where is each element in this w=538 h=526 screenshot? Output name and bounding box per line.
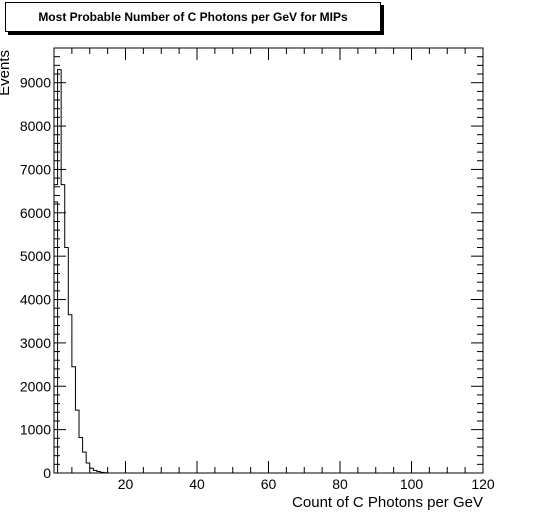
histogram-outline (53, 69, 109, 474)
y-tick-label: 8000 (20, 118, 51, 134)
chart-title: Most Probable Number of C Photons per Ge… (38, 10, 348, 24)
plot-frame (53, 47, 484, 474)
histogram-bin (86, 463, 90, 473)
y-tick-label: 2000 (20, 378, 51, 394)
y-tick-label: 5000 (20, 248, 51, 264)
tick-labels: 20 40 60 80 100 120 0 1000 2000 3000 4000 5000 6000 7… (20, 75, 495, 492)
y-tick-label: 4000 (20, 292, 51, 308)
x-tick-label: 100 (400, 476, 424, 492)
histogram-bin (75, 410, 79, 473)
histogram-bin (72, 367, 76, 473)
histogram-bin (68, 315, 72, 473)
y-tick-label: 0 (43, 465, 51, 481)
y-tick-label: 1000 (20, 422, 51, 438)
histogram-bin (83, 452, 87, 473)
y-axis-label: Events (0, 50, 13, 96)
histogram-secondary-bin (53, 201, 59, 473)
y-tick-label: 9000 (20, 75, 51, 91)
histogram-bin (90, 468, 94, 473)
x-tick-label: 80 (332, 476, 348, 492)
x-tick-label: 40 (189, 476, 205, 492)
chart-title-box: Most Probable Number of C Photons per Ge… (5, 2, 381, 32)
y-tick-label: 7000 (20, 161, 51, 177)
x-axis-label: Count of C Photons per GeV (292, 494, 483, 511)
histogram-bin (65, 247, 69, 473)
x-tick-label: 60 (261, 476, 277, 492)
histogram-bars (53, 69, 109, 474)
y-tick-label: 3000 (20, 335, 51, 351)
axis-ticks (53, 47, 484, 474)
histogram-bin (79, 437, 83, 473)
plot-area (53, 47, 484, 474)
x-tick-label: 20 (118, 476, 134, 492)
x-tick-label: 120 (471, 476, 495, 492)
y-tick-label: 6000 (20, 205, 51, 221)
